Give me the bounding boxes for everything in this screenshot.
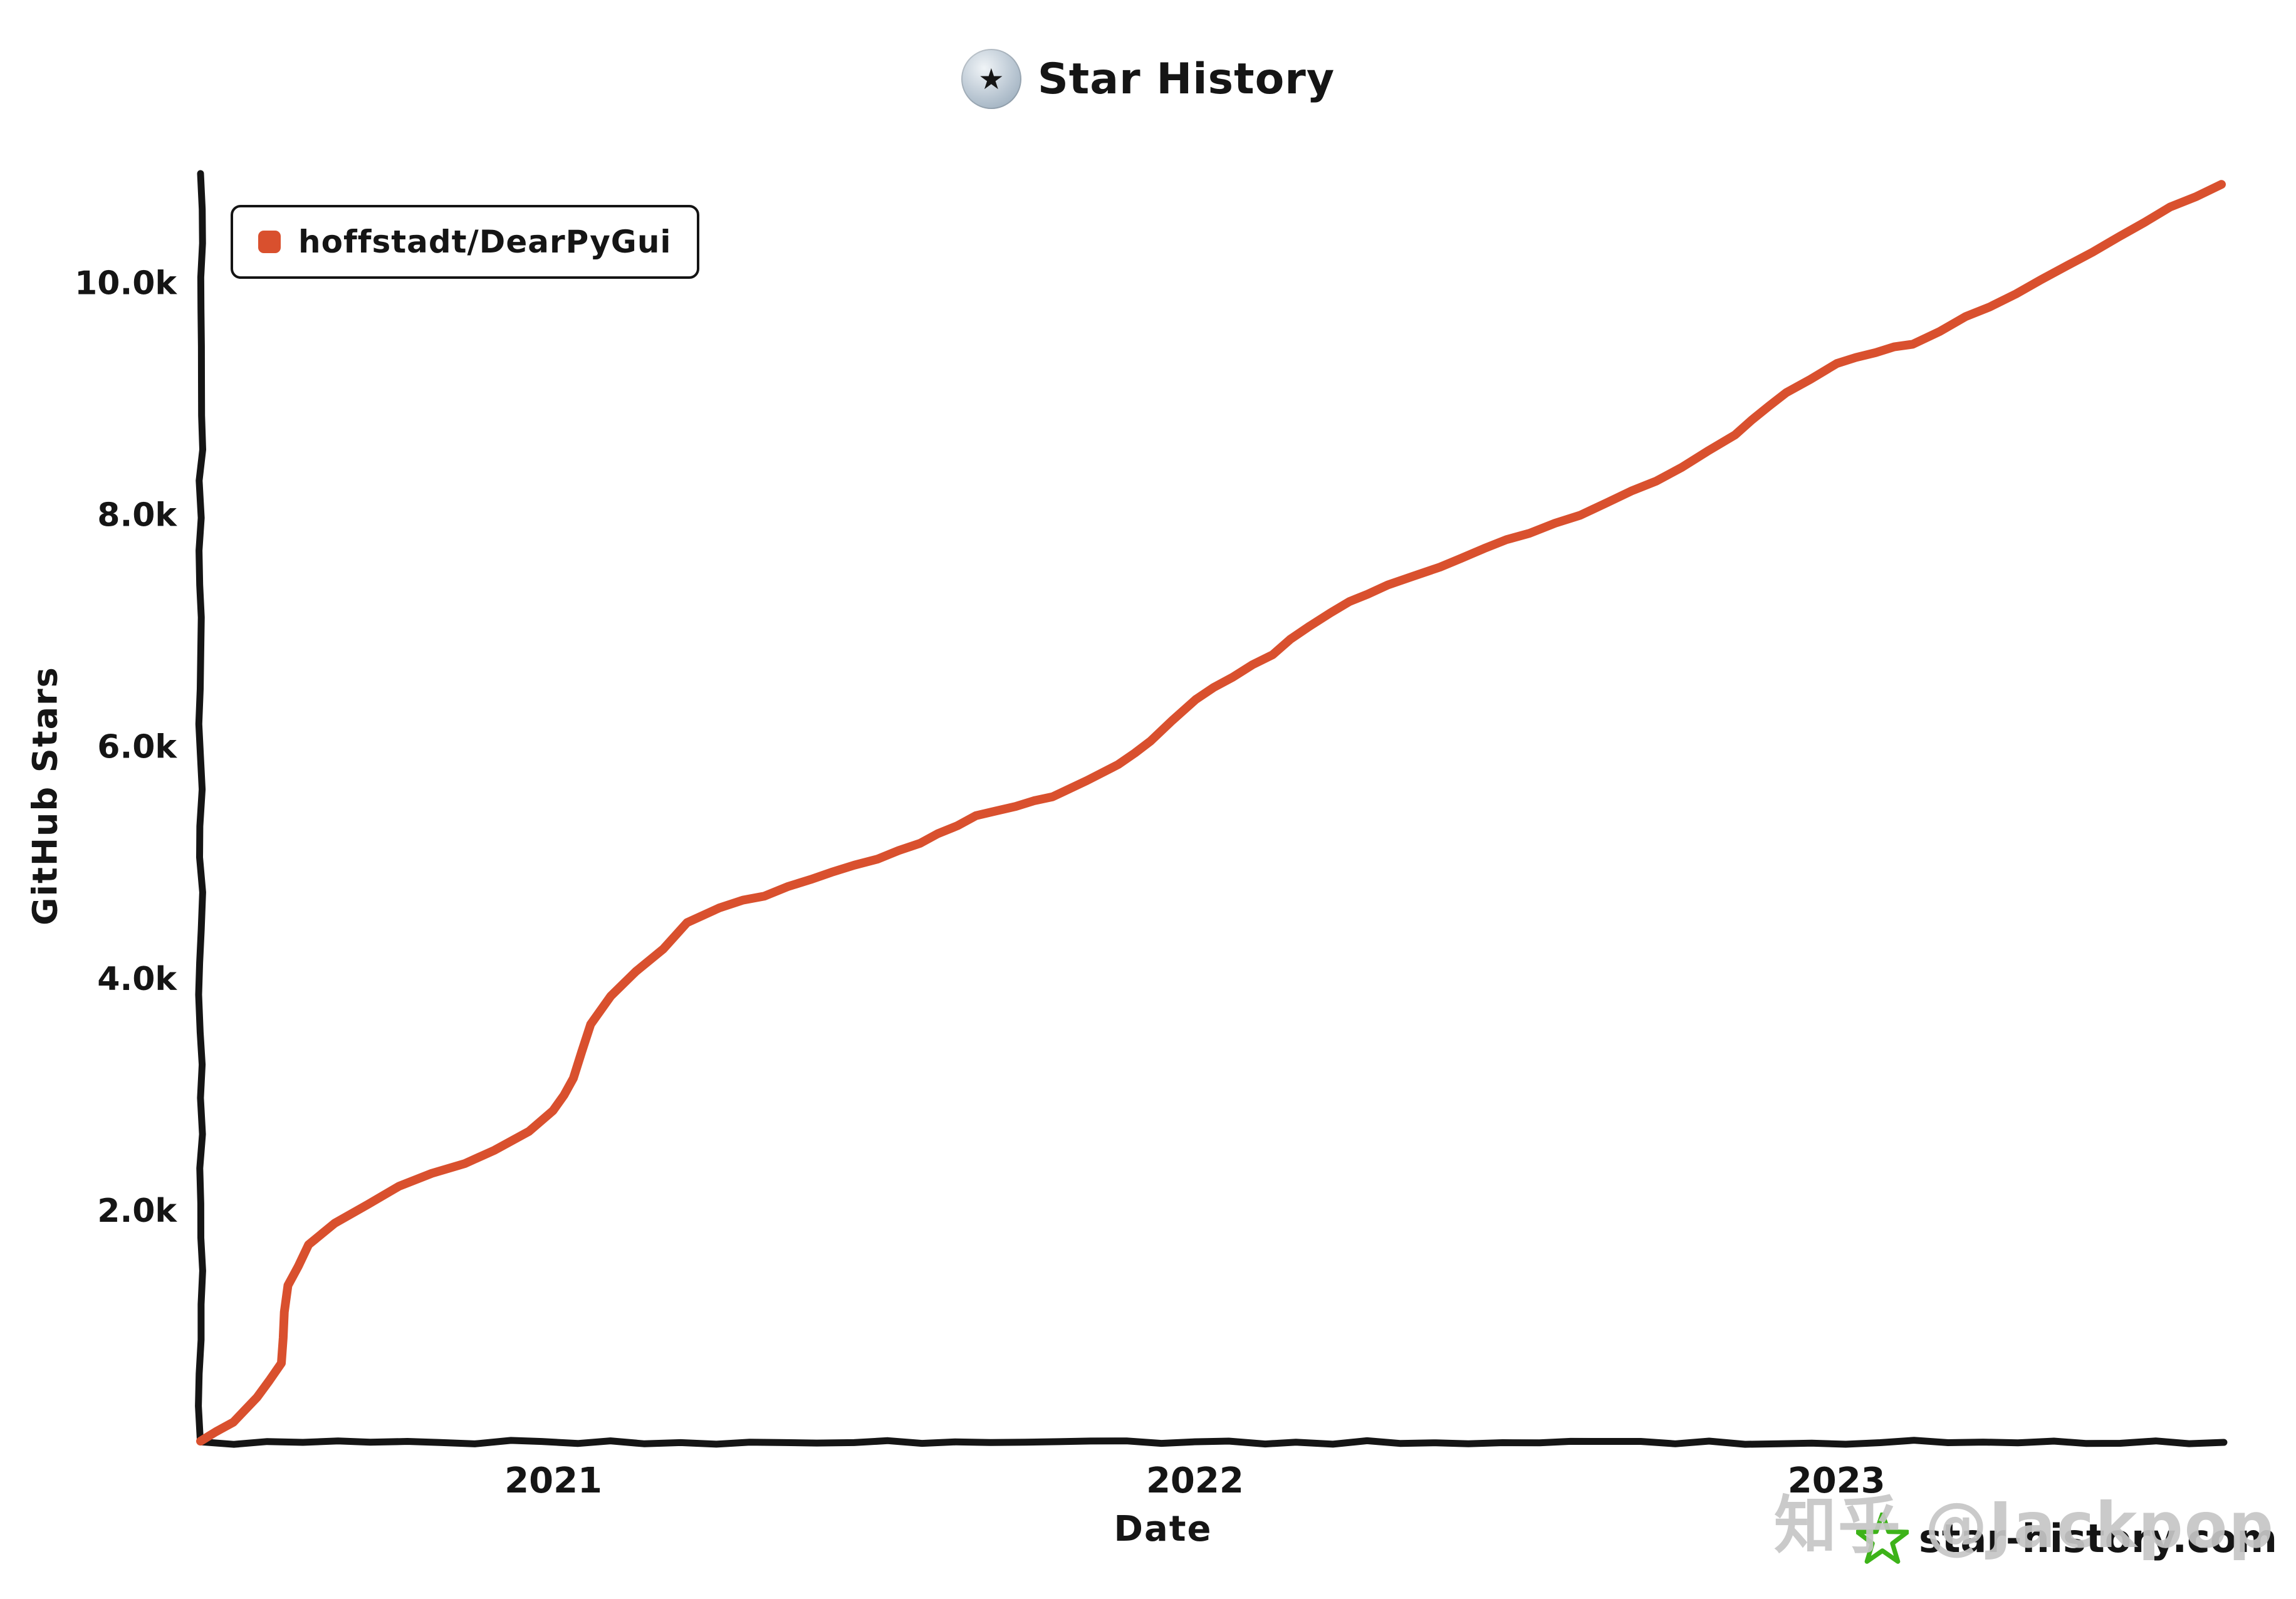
legend-swatch: [258, 231, 281, 253]
legend-label: hoffstadt/DearPyGui: [298, 224, 672, 260]
x-tick-label: 2023: [1788, 1461, 1886, 1501]
star-icon: ★: [978, 62, 1004, 96]
chart-title-bar: ★ Star History: [0, 49, 2296, 109]
y-tick-label: 8.0k: [97, 497, 177, 534]
y-tick-label: 4.0k: [97, 961, 177, 998]
series-line: [196, 180, 2226, 1446]
brand-text: star-history.com: [1918, 1515, 2277, 1561]
y-tick-label: 10.0k: [75, 265, 177, 303]
x-tick-label: 2021: [504, 1461, 602, 1501]
zhihu-watermark: 知乎 @Jackpop: [1773, 1489, 2275, 1562]
star-history-star-icon: [1855, 1513, 1909, 1564]
legend: hoffstadt/DearPyGui: [231, 205, 699, 279]
y-tick-label: 2.0k: [97, 1192, 177, 1230]
page-title: Star History: [1037, 54, 1335, 104]
star-history-logo-avatar: ★: [961, 49, 1021, 109]
chart-axes: [195, 170, 2228, 1448]
x-tick-label: 2022: [1146, 1461, 1244, 1501]
x-axis-title: Date: [1114, 1509, 1213, 1550]
y-tick-label: 6.0k: [97, 729, 177, 766]
y-axis-title: GitHub Stars: [25, 666, 65, 925]
brand: star-history.com: [1855, 1513, 2277, 1564]
